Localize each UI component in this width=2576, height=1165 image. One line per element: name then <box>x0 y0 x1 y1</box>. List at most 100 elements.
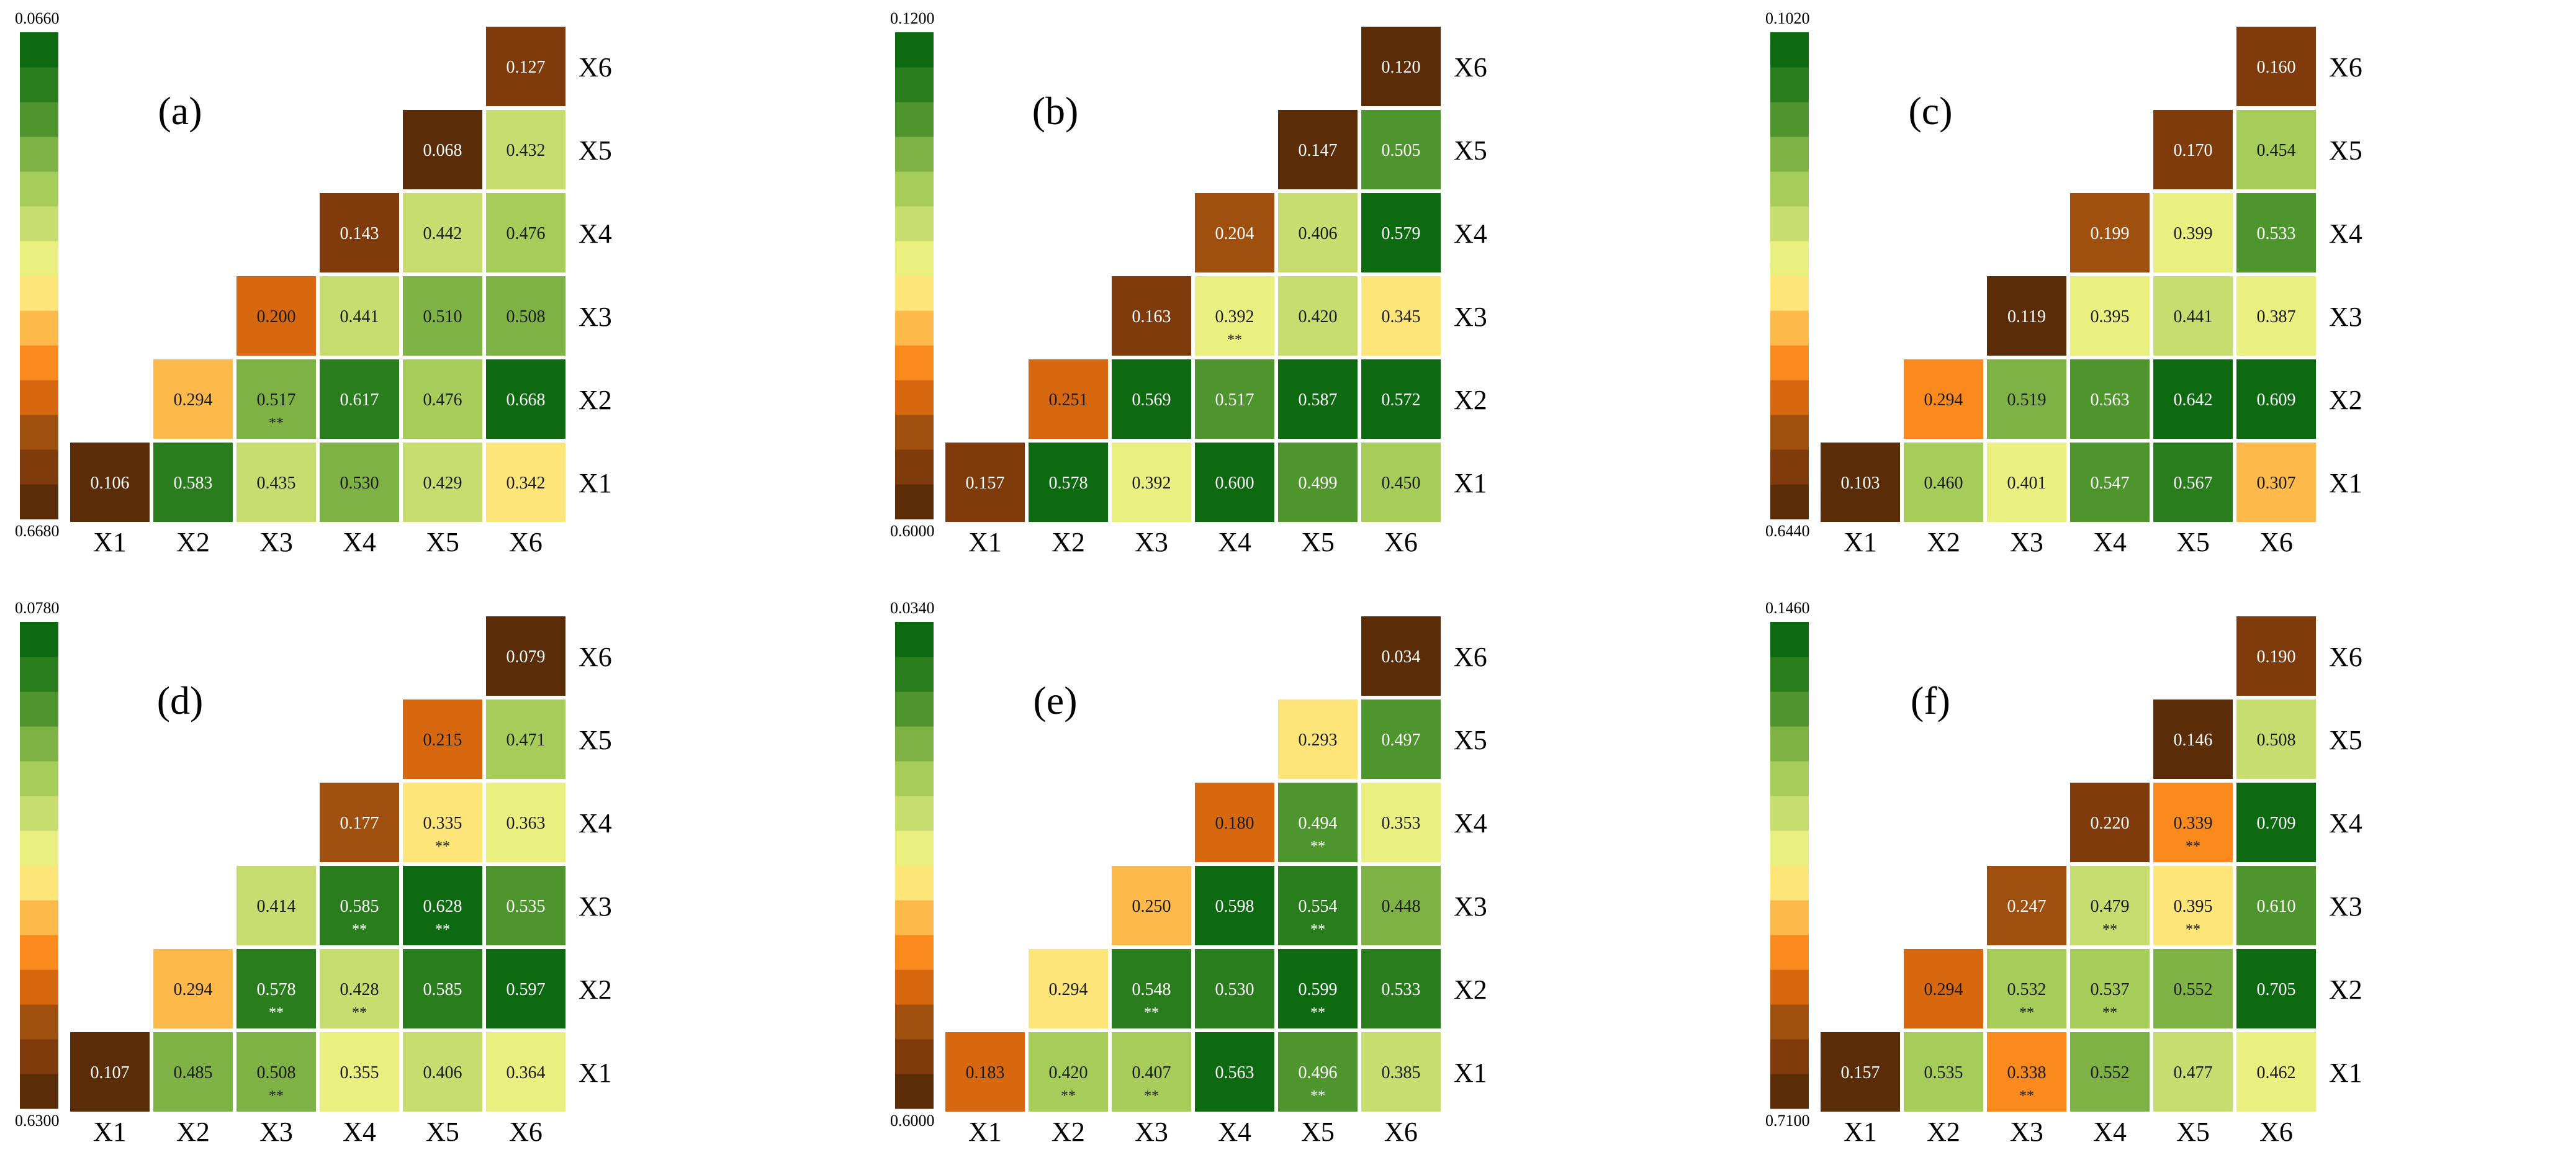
cell-fill <box>316 862 403 949</box>
cell-value: 0.552 <box>2091 1063 2130 1082</box>
heatmap-cell: 0.508 <box>482 272 569 359</box>
heatmap-cell: 0.363 <box>482 779 569 866</box>
cell-fill <box>942 439 1029 526</box>
cell-fill <box>1191 272 1278 359</box>
heatmap-cell-diagonal: 0.119 <box>1983 272 2070 359</box>
x-axis-tick-label: X4 <box>343 1117 376 1147</box>
y-axis-tick-label: X1 <box>579 468 612 498</box>
significance-marker: ** <box>269 1088 284 1104</box>
heatmap-cell: 0.406 <box>1274 189 1361 276</box>
y-axis-tick-label: X2 <box>579 385 612 415</box>
colorbar-segment <box>895 761 934 796</box>
heatmap-cell-diagonal: 0.143 <box>316 189 403 276</box>
cell-fill <box>1108 945 1195 1032</box>
y-axis-tick-label: X6 <box>2329 642 2362 672</box>
significance-marker: ** <box>2102 922 2117 938</box>
cell-value: 0.395 <box>2091 307 2130 326</box>
x-axis-tick-label: X5 <box>1301 1117 1335 1147</box>
heatmap-cell: 0.420 ** <box>1025 1028 1112 1115</box>
x-axis-tick-label: X6 <box>1384 527 1418 557</box>
cell-fill <box>399 779 486 866</box>
heatmap-cell: 0.428 ** <box>316 945 403 1032</box>
cell-value: 0.147 <box>1299 141 1338 160</box>
colorbar-segment <box>20 657 58 692</box>
cell-value: 0.642 <box>2174 390 2213 410</box>
y-axis-tick-label: X3 <box>2329 302 2362 332</box>
colorbar-segment <box>20 171 58 207</box>
x-axis-tick-label: X2 <box>1052 527 1085 557</box>
cell-value: 0.106 <box>91 474 130 493</box>
heatmap-cell: 0.335 ** <box>399 779 486 866</box>
heatmap-cell: 0.578 <box>1025 439 1112 526</box>
x-axis-tick-label: X4 <box>1218 1117 1251 1147</box>
cell-fill <box>1191 1028 1278 1115</box>
heatmap-cell-diagonal: 0.200 <box>233 272 320 359</box>
heatmap-cell: 0.338 ** <box>1983 1028 2070 1115</box>
colorbar-segment <box>895 865 934 901</box>
colorbar-segment <box>895 241 934 276</box>
cell-value: 0.119 <box>2007 307 2046 326</box>
heatmap-cell-diagonal: 0.157 <box>1817 1028 1904 1115</box>
cell-fill <box>233 356 320 443</box>
heatmap-cell-diagonal: 0.251 <box>1025 356 1112 443</box>
colorbar-min-label: 0.6000 <box>890 1112 935 1130</box>
heatmap-cell: 0.572 <box>1358 356 1444 443</box>
colorbar-segment <box>1770 900 1809 935</box>
cell-value: 0.250 <box>1132 897 1171 916</box>
cell-value: 0.146 <box>2174 731 2213 750</box>
heatmap-cell: 0.530 <box>316 439 403 526</box>
heatmap-cell: 0.533 <box>2233 189 2320 276</box>
colorbar-max-label: 0.1020 <box>1765 9 1810 27</box>
cell-value: 0.034 <box>1382 647 1421 667</box>
y-axis-tick-label: X3 <box>1454 302 1487 332</box>
heatmap-cell: 0.462 <box>2233 1028 2320 1115</box>
colorbar-segment <box>20 206 58 241</box>
cell-fill <box>1358 1028 1444 1115</box>
x-axis-tick-label: X2 <box>1052 1117 1085 1147</box>
cell-value: 0.143 <box>340 224 379 243</box>
significance-marker: ** <box>352 922 367 938</box>
x-axis-tick-label: X5 <box>2176 1117 2210 1147</box>
heatmap-cell: 0.552 <box>2150 945 2236 1032</box>
cell-fill <box>1358 696 1444 783</box>
cell-fill <box>1108 439 1195 526</box>
heatmap-cell: 0.587 <box>1274 356 1361 443</box>
cell-value: 0.510 <box>423 307 462 326</box>
cell-value: 0.294 <box>1924 390 1963 410</box>
cell-fill <box>66 1028 153 1115</box>
heatmap-cell: 0.563 <box>2066 356 2153 443</box>
colorbar-min-label: 0.6300 <box>15 1112 60 1130</box>
cell-fill <box>482 862 569 949</box>
heatmap-cell: 0.578 ** <box>233 945 320 1032</box>
x-axis-tick-label: X5 <box>1301 527 1335 557</box>
colorbar-max-label: 0.0780 <box>15 599 60 617</box>
colorbar-min-label: 0.7100 <box>1765 1112 1810 1130</box>
heatmap-cell: 0.583 <box>150 439 236 526</box>
heatmap-cell: 0.579 <box>1358 189 1444 276</box>
cell-fill <box>942 1028 1029 1115</box>
heatmap-cell: 0.307 <box>2233 439 2320 526</box>
heatmap-cell: 0.508 <box>2233 696 2320 783</box>
cell-value: 0.476 <box>423 390 462 410</box>
x-axis-tick-label: X3 <box>1135 527 1168 557</box>
colorbar-segment <box>1770 1074 1809 1109</box>
colorbar-segment <box>1770 865 1809 901</box>
cell-value: 0.335 <box>423 814 462 833</box>
heatmap-cell-diagonal: 0.177 <box>316 779 403 866</box>
colorbar-segment <box>895 310 934 346</box>
cell-value: 0.200 <box>257 307 296 326</box>
cell-fill <box>399 189 486 276</box>
heatmap-cell: 0.432 <box>482 106 569 193</box>
y-axis-tick-label: X5 <box>2329 135 2362 166</box>
heatmap-cell: 0.392 ** <box>1191 272 1278 359</box>
cell-fill <box>2233 356 2320 443</box>
cell-fill <box>1274 272 1361 359</box>
heatmap-cell: 0.420 <box>1274 272 1361 359</box>
heatmap-cell: 0.537 ** <box>2066 945 2153 1032</box>
cell-fill <box>482 613 569 699</box>
colorbar-segment <box>20 830 58 866</box>
cell-value: 0.668 <box>507 390 546 410</box>
heatmap-cell: 0.530 <box>1191 945 1278 1032</box>
cell-value: 0.429 <box>423 474 462 493</box>
cell-fill <box>482 189 569 276</box>
